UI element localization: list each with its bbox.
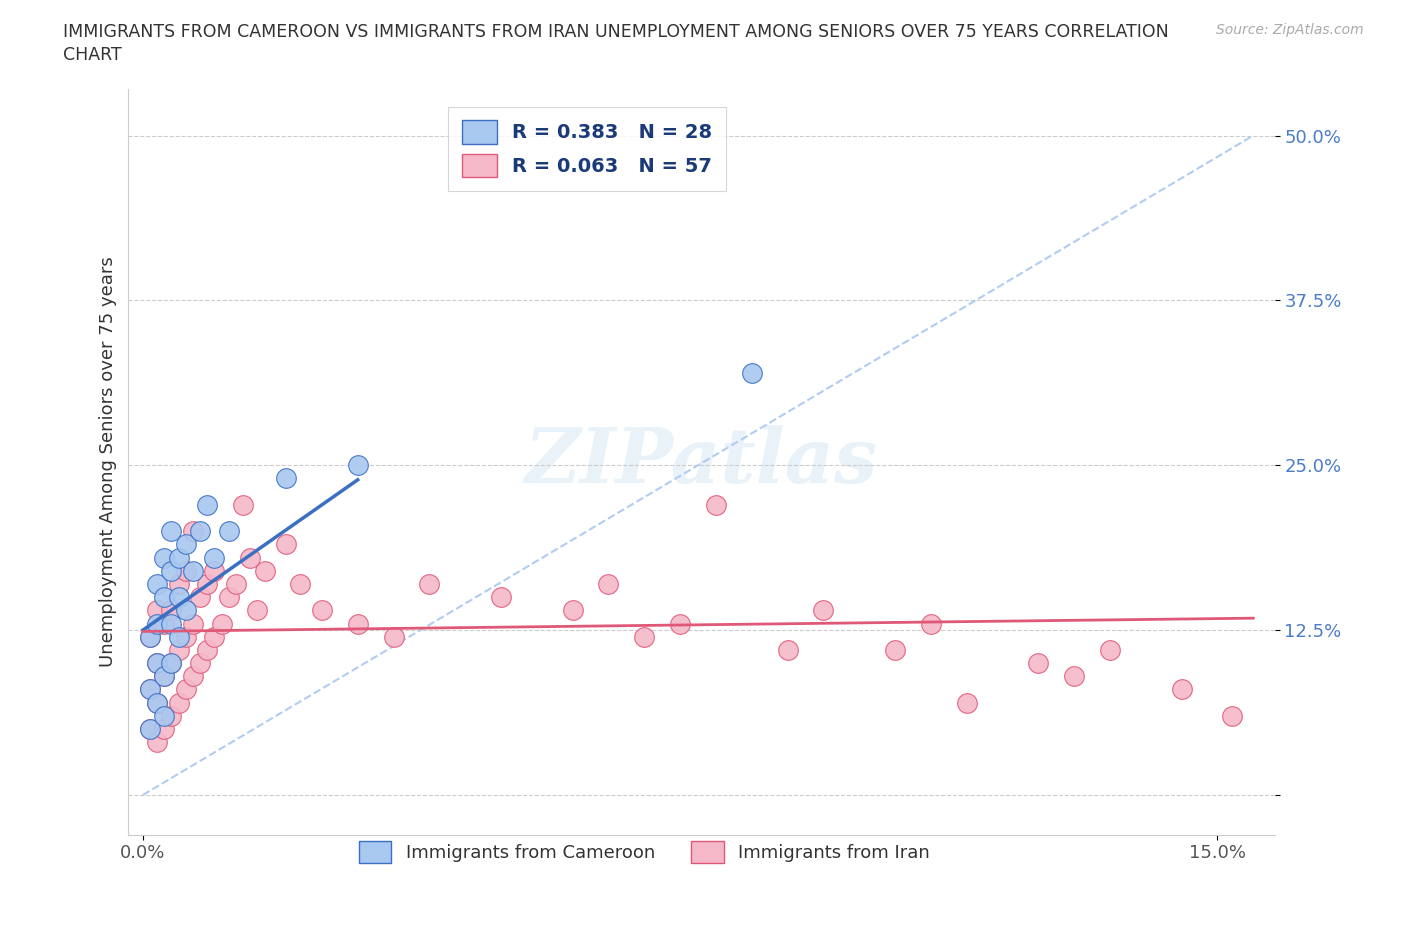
Point (884, 643, 907, 658)
Point (188, 524, 211, 538)
Point (160, 603, 183, 618)
Point (956, 696, 979, 711)
Point (153, 722, 176, 737)
Point (146, 656, 169, 671)
Point (232, 498, 254, 512)
Point (139, 722, 162, 737)
Point (160, 656, 183, 671)
Point (153, 669, 176, 684)
Point (139, 682, 162, 697)
Point (167, 577, 190, 591)
Point (225, 577, 247, 591)
Point (274, 537, 297, 551)
Point (139, 682, 162, 697)
Point (195, 498, 218, 512)
Point (188, 656, 211, 671)
Point (246, 603, 269, 618)
Point (146, 735, 169, 750)
Point (1026, 656, 1049, 671)
Text: Source: ZipAtlas.com: Source: ZipAtlas.com (1216, 23, 1364, 37)
Point (146, 603, 169, 618)
Point (741, 365, 763, 380)
Point (167, 551, 190, 565)
Point (153, 669, 176, 684)
Text: ZIPatlas: ZIPatlas (524, 425, 879, 499)
Point (167, 696, 190, 711)
Point (311, 603, 333, 618)
Point (181, 564, 204, 578)
Point (153, 709, 176, 724)
Point (204, 564, 226, 578)
Point (346, 616, 368, 631)
Point (174, 630, 197, 644)
Point (218, 524, 240, 538)
Point (195, 643, 218, 658)
Point (1170, 682, 1192, 697)
Point (218, 590, 240, 604)
Point (153, 590, 176, 604)
Legend: Immigrants from Cameroon, Immigrants from Iran: Immigrants from Cameroon, Immigrants fro… (352, 834, 936, 870)
Point (153, 616, 176, 631)
Point (160, 564, 183, 578)
Text: IMMIGRANTS FROM CAMEROON VS IMMIGRANTS FROM IRAN UNEMPLOYMENT AMONG SENIORS OVER: IMMIGRANTS FROM CAMEROON VS IMMIGRANTS F… (63, 23, 1168, 41)
Point (160, 656, 183, 671)
Point (160, 616, 183, 631)
Point (382, 630, 405, 644)
Point (561, 603, 583, 618)
Point (146, 696, 169, 711)
Point (174, 603, 197, 618)
Point (346, 458, 368, 472)
Point (704, 498, 727, 512)
Point (598, 577, 620, 591)
Point (290, 577, 312, 591)
Point (146, 656, 169, 671)
Point (167, 630, 190, 644)
Point (633, 630, 655, 644)
Point (188, 590, 211, 604)
Point (813, 603, 835, 618)
Point (1063, 669, 1085, 684)
Point (489, 590, 512, 604)
Text: CHART: CHART (63, 46, 122, 64)
Point (253, 564, 276, 578)
Point (195, 577, 218, 591)
Point (153, 551, 176, 565)
Point (1220, 709, 1243, 724)
Point (160, 709, 183, 724)
Point (418, 577, 440, 591)
Point (776, 643, 799, 658)
Point (174, 537, 197, 551)
Point (204, 630, 226, 644)
Point (146, 696, 169, 711)
Y-axis label: Unemployment Among Seniors over 75 years: Unemployment Among Seniors over 75 years (100, 257, 117, 668)
Point (174, 564, 197, 578)
Point (920, 616, 942, 631)
Point (160, 524, 183, 538)
Point (204, 551, 226, 565)
Point (181, 524, 204, 538)
Point (167, 590, 190, 604)
Point (139, 722, 162, 737)
Point (274, 471, 297, 485)
Point (146, 616, 169, 631)
Point (1098, 643, 1121, 658)
Point (167, 643, 190, 658)
Point (146, 577, 169, 591)
Point (211, 616, 233, 631)
Point (174, 682, 197, 697)
Point (669, 616, 692, 631)
Point (139, 630, 162, 644)
Point (181, 669, 204, 684)
Point (181, 616, 204, 631)
Point (139, 630, 162, 644)
Point (239, 551, 262, 565)
